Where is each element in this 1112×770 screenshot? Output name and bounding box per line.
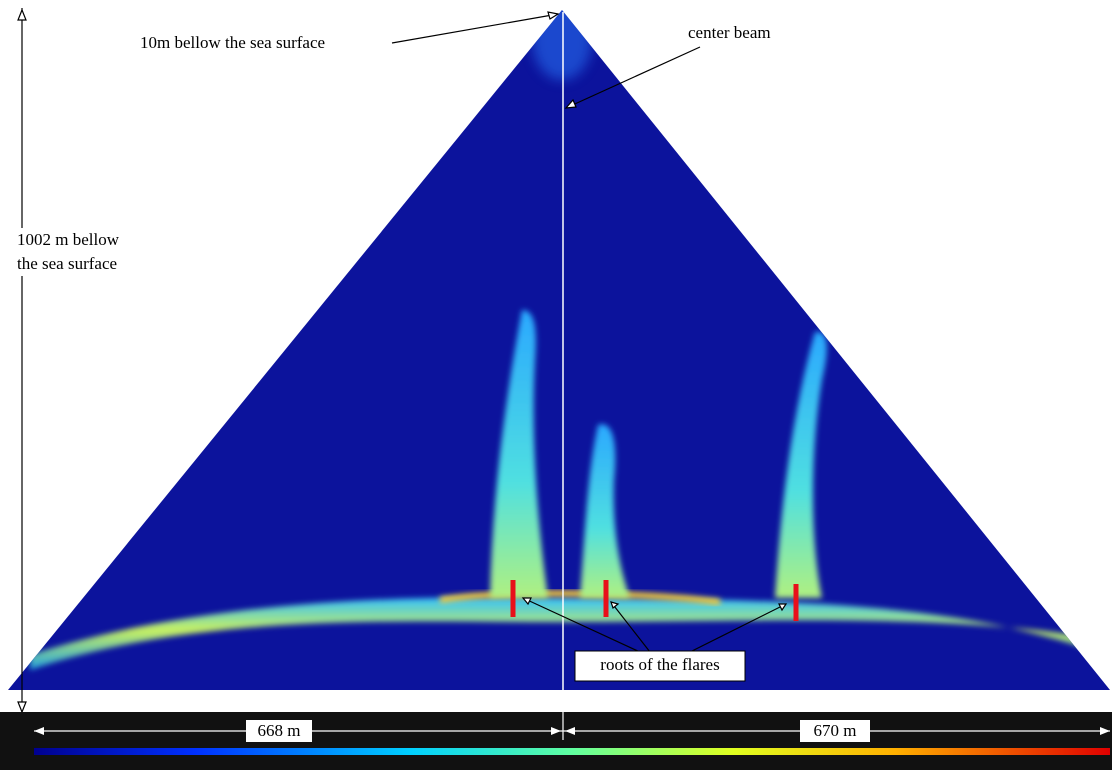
scale-label: 670 m [814, 721, 857, 740]
sonar-figure: 10m bellow the sea surface center beam 1… [0, 0, 1112, 770]
sonar-fan [8, 10, 1110, 690]
scale-panel [0, 712, 1112, 770]
near-field-noise [532, 0, 592, 80]
annotation: 1002 m bellow [17, 230, 120, 249]
annotation: roots of the flares [600, 655, 719, 674]
page: 10m bellow the sea surface center beam 1… [0, 0, 1112, 770]
annotation: the sea surface [17, 254, 117, 273]
scale-label: 668 m [258, 721, 301, 740]
annotation: center beam [688, 23, 771, 42]
annotation: 10m bellow the sea surface [140, 33, 325, 52]
colorbar [34, 748, 1110, 755]
